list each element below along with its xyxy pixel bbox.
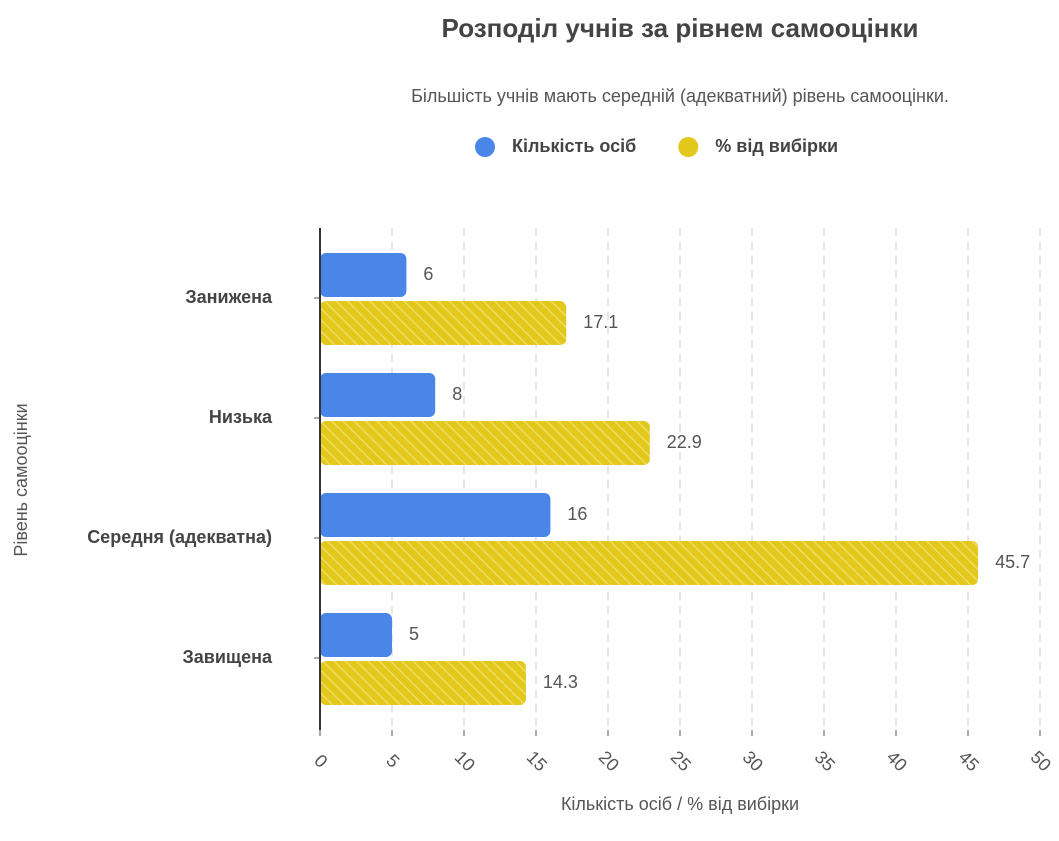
value-label: 17.1 (583, 312, 618, 332)
value-label: 16 (567, 504, 587, 524)
y-tick-label: Середня (адекватна) (87, 527, 272, 547)
x-axis-label: Кількість осіб / % від вибірки (561, 794, 799, 814)
x-tick-label: 0 (310, 751, 331, 772)
bar (320, 661, 526, 705)
legend-label: Кількість осіб (512, 136, 636, 156)
chart-subtitle: Більшість учнів мають середній (адекватн… (411, 86, 949, 106)
bar (320, 253, 407, 297)
value-label: 5 (409, 624, 419, 644)
y-tick-label: Низька (209, 407, 273, 427)
legend-marker (475, 137, 495, 157)
x-tick-label: 50 (1027, 747, 1055, 775)
x-tick-label: 30 (739, 747, 767, 775)
value-label: 8 (452, 384, 462, 404)
bar (320, 493, 551, 537)
y-tick-label: Занижена (185, 287, 273, 307)
x-tick-label: 5 (382, 751, 403, 772)
x-tick-label: 25 (667, 747, 695, 775)
bar (320, 613, 392, 657)
bar (320, 541, 979, 585)
legend-label: % від вибірки (715, 136, 838, 156)
x-tick-label: 45 (955, 747, 983, 775)
bar (320, 301, 567, 345)
chart-title: Розподіл учнів за рівнем самооцінки (442, 13, 919, 43)
value-label: 45.7 (995, 552, 1030, 572)
bar (320, 421, 650, 465)
x-tick-label: 10 (451, 747, 479, 775)
bar (320, 373, 436, 417)
legend-marker (678, 137, 699, 157)
value-label: 22.9 (667, 432, 702, 452)
value-label: 6 (423, 264, 433, 284)
y-tick-label: Завищена (183, 647, 273, 667)
x-tick-label: 40 (883, 747, 911, 775)
value-label: 14.3 (543, 672, 578, 692)
x-tick-label: 35 (811, 747, 839, 775)
x-tick-label: 20 (595, 747, 623, 775)
x-tick-label: 15 (523, 747, 551, 775)
y-axis-label: Рівень самооцінки (11, 403, 31, 556)
